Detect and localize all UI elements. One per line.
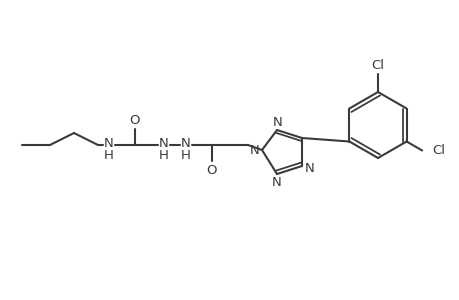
Text: N: N (250, 143, 259, 157)
Text: Cl: Cl (431, 144, 444, 157)
Text: N: N (159, 136, 168, 149)
Text: H: H (159, 148, 168, 161)
Text: O: O (129, 113, 140, 127)
Text: Cl: Cl (371, 58, 384, 71)
Text: N: N (104, 136, 114, 149)
Text: N: N (304, 161, 314, 175)
Text: H: H (104, 148, 114, 161)
Text: O: O (206, 164, 217, 176)
Text: H: H (181, 148, 190, 161)
Text: N: N (273, 116, 282, 128)
Text: N: N (272, 176, 281, 188)
Text: N: N (181, 136, 190, 149)
